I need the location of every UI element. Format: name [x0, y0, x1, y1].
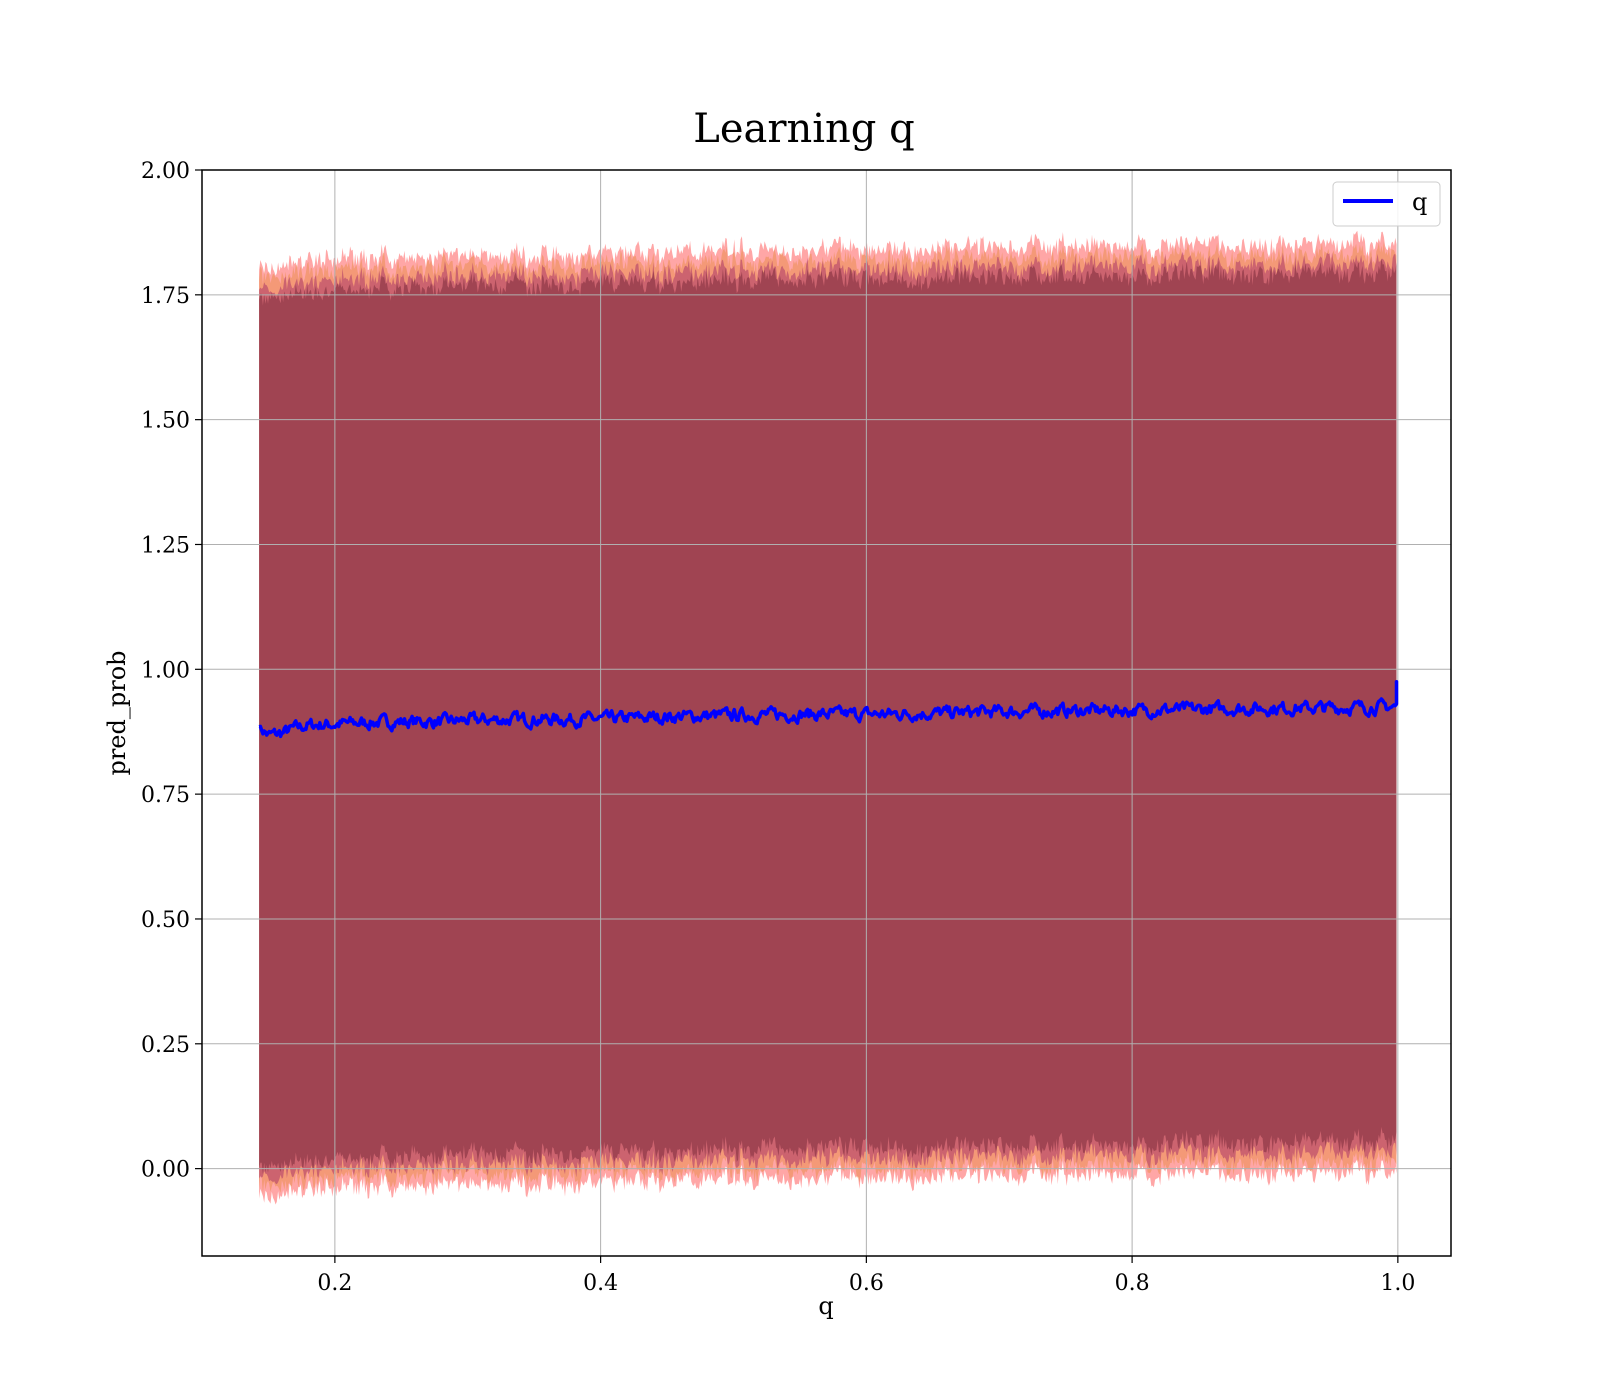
legend: q	[1332, 181, 1441, 227]
y-tick-label: 1.25	[141, 533, 190, 558]
x-tick-label: 0.2	[317, 1271, 352, 1296]
y-tick-label: 0.75	[141, 783, 190, 808]
x-axis: 0.2 0.4 0.6 0.8 1.0	[317, 1256, 1415, 1296]
x-tick-label: 0.6	[849, 1271, 884, 1296]
y-tick-label: 2.00	[141, 159, 190, 184]
series-layer	[258, 680, 1399, 739]
x-tick-label: 1.0	[1380, 1271, 1415, 1296]
plot-area	[201, 169, 1452, 1257]
x-tick-label: 0.4	[583, 1271, 618, 1296]
legend-entry-q: q	[1412, 188, 1427, 216]
y-axis-label: pred_prob	[103, 650, 131, 775]
chart-title: Learning q	[693, 106, 914, 152]
confidence-band	[259, 217, 1397, 1205]
y-tick-label: 1.75	[141, 284, 190, 309]
y-tick-label: 0.25	[141, 1033, 190, 1058]
y-tick-label: 0.00	[141, 1158, 190, 1183]
y-tick-label: 0.50	[141, 908, 190, 933]
legend-box	[1332, 181, 1441, 227]
y-axis: 0.00 0.25 0.50 0.75 1.00 1.25 1.50 1.75 2.00	[141, 159, 202, 1183]
y-tick-label: 1.50	[141, 409, 190, 434]
x-tick-label: 0.8	[1115, 1271, 1150, 1296]
confidence-band	[259, 236, 1397, 1185]
axes-frame	[201, 169, 1452, 1257]
y-tick-label: 1.00	[141, 658, 190, 683]
series-line-q	[258, 680, 1399, 739]
x-axis-label: q	[818, 1292, 833, 1320]
